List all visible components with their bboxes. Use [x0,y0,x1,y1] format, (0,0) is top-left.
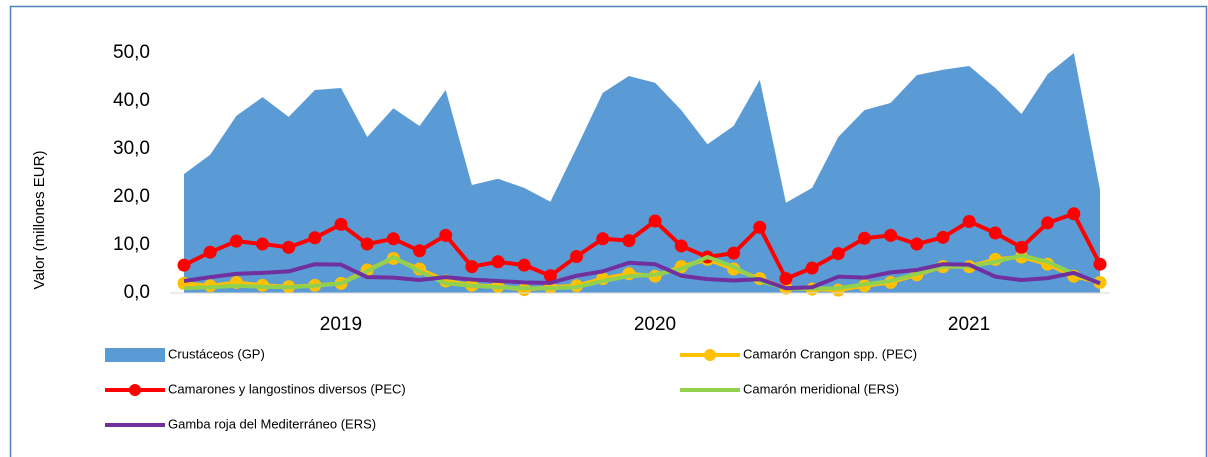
marker [910,237,924,251]
marker [988,226,1002,240]
x-group-label: 2019 [320,314,362,335]
marker [884,228,898,242]
y-tick-label: 0,0 [124,282,150,303]
marker [857,231,871,245]
marker [517,258,531,272]
legend-label: Crustáceos (GP) [168,346,265,361]
legend-marker [129,384,141,396]
frame [9,5,1208,457]
marker [674,239,688,253]
y-tick-label: 50,0 [113,42,150,63]
area [184,53,1100,293]
marker [177,258,191,272]
marker [779,272,793,286]
y-tick-label: 20,0 [113,186,150,207]
y-tick-label: 30,0 [113,138,150,159]
x-group-label: 2021 [948,314,990,335]
marker [1041,216,1055,230]
marker [570,250,584,264]
marker [596,232,610,246]
line [183,260,1101,291]
y-axis-label: Valor (millones EUR) [31,151,48,290]
marker [256,237,270,251]
marker [753,220,767,234]
marker [413,244,427,258]
marker [308,231,322,245]
x-group-label: 2020 [634,314,676,335]
y-tick-label: 10,0 [113,234,150,255]
marker [727,246,741,260]
marker [439,228,453,242]
marker [282,240,296,254]
marker [229,234,243,248]
marker [805,261,819,275]
marker [1067,207,1081,221]
line [183,253,1101,291]
legend-label: Gamba roja del Mediterráneo (ERS) [168,416,376,431]
marker [491,255,505,269]
legend-label: Camarones y langostinos diversos (PEC) [168,381,406,396]
marker [203,245,217,259]
marker [1014,240,1028,254]
marker [622,234,636,248]
marker [360,237,374,251]
legend-marker [704,349,716,361]
marker [386,232,400,246]
marker [465,260,479,274]
marker [936,230,950,244]
marker [648,214,662,228]
marker [962,214,976,228]
legend-swatch [105,348,165,362]
legend-label: Camarón meridional (ERS) [743,381,899,396]
marker [334,217,348,231]
marker [831,247,845,261]
y-tick-label: 40,0 [113,90,150,111]
marker [1093,257,1107,271]
marker [543,269,557,283]
legend-label: Camarón Crangon spp. (PEC) [743,346,917,361]
